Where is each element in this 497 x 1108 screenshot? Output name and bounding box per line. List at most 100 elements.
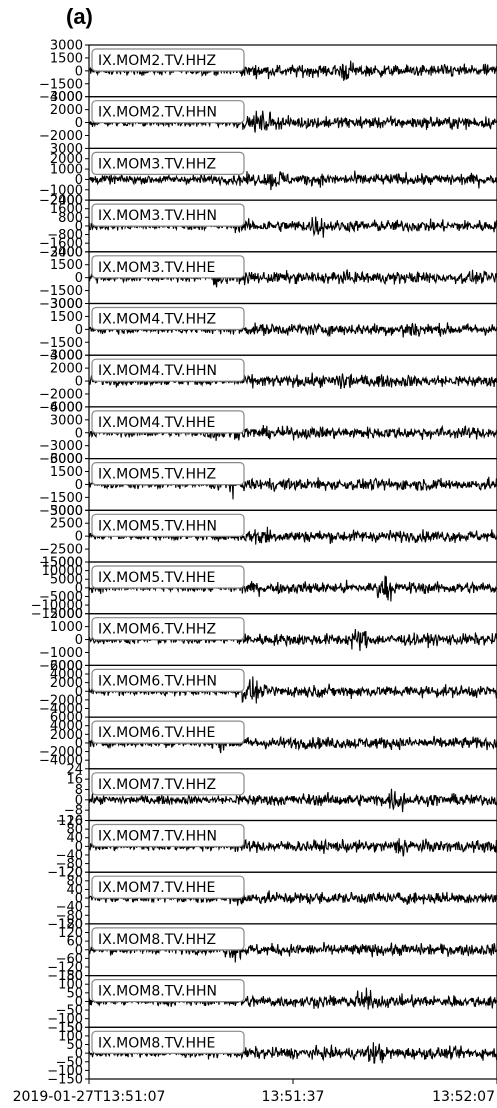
y-tick-label: 150 <box>58 1021 83 1036</box>
y-tick-label: 3000 <box>50 413 83 428</box>
station-label-box <box>91 255 245 279</box>
station-label-box <box>91 823 245 848</box>
y-tick-label: 0 <box>75 633 83 648</box>
y-tick-label: 0 <box>75 685 83 700</box>
station-label-box <box>91 668 245 693</box>
y-tick-label: −5000 <box>39 556 83 571</box>
station-label: IX.MOM5.TV.HHN <box>98 518 217 534</box>
y-tick-label: −1000 <box>39 183 83 198</box>
y-tick-label: −80 <box>56 909 83 924</box>
y-tick-label: −3000 <box>39 349 83 364</box>
y-tick-label: 4000 <box>50 349 83 364</box>
station-label-box <box>91 720 245 744</box>
y-tick-label: 3000 <box>50 142 83 157</box>
station-label: IX.MOM4.TV.HHE <box>98 415 215 431</box>
y-tick-label: −2400 <box>39 245 83 260</box>
y-tick-label: 50 <box>66 1038 83 1053</box>
y-tick-label: 40 <box>66 831 83 846</box>
y-tick-label: −15000 <box>31 607 83 622</box>
y-tick-label: 2000 <box>50 152 83 167</box>
y-tick-label: −100 <box>47 1012 83 1027</box>
y-tick-label: 4000 <box>50 668 83 683</box>
y-tick-label: −2500 <box>39 543 83 558</box>
y-tick-label: 120 <box>58 926 83 941</box>
y-tick-label: −1000 <box>39 646 83 661</box>
y-tick-label: 5000 <box>50 504 83 519</box>
y-tick-label: −50 <box>56 1004 83 1019</box>
y-tick-label: 24 <box>66 762 83 777</box>
station-label: IX.MOM7.TV.HHZ <box>98 777 216 793</box>
y-tick-label: 3000 <box>50 39 83 54</box>
y-tick-label: 60 <box>66 935 83 950</box>
y-tick-label: 0 <box>75 426 83 441</box>
station-label: IX.MOM8.TV.HHN <box>98 984 217 1000</box>
y-tick-label: −100 <box>47 1064 83 1079</box>
y-tick-label: −2000 <box>39 194 83 209</box>
y-tick-label: −3000 <box>39 504 83 519</box>
y-tick-label: 2000 <box>50 728 83 743</box>
y-tick-label: 0 <box>75 1047 83 1062</box>
station-label-box <box>91 772 245 796</box>
y-tick-label: 0 <box>75 581 83 596</box>
y-tick-label: 0 <box>75 736 83 751</box>
y-tick-label: 2000 <box>50 103 83 118</box>
y-tick-label: −1500 <box>39 77 83 92</box>
station-label-box <box>91 1030 245 1054</box>
station-label: IX.MOM7.TV.HHE <box>98 880 215 896</box>
y-tick-label: 1600 <box>50 202 83 217</box>
x-tick-label: 13:52:07 <box>432 1089 495 1105</box>
station-label-box <box>91 565 245 589</box>
y-tick-label: 2000 <box>50 676 83 691</box>
y-tick-label: −4000 <box>39 754 83 769</box>
y-tick-label: −2000 <box>39 129 83 144</box>
station-label-box <box>91 927 245 951</box>
y-tick-label: 50 <box>66 986 83 1001</box>
y-tick-label: 0 <box>75 995 83 1010</box>
station-label: IX.MOM3.TV.HHZ <box>98 156 216 172</box>
y-tick-label: −1500 <box>39 336 83 351</box>
y-tick-label: −5000 <box>39 590 83 605</box>
y-tick-label: 0 <box>75 219 83 234</box>
x-tick-label: 2019-01-27T13:51:07 <box>13 1089 166 1105</box>
y-tick-label: 1500 <box>50 51 83 66</box>
station-label: IX.MOM4.TV.HHN <box>98 363 217 379</box>
station-label: IX.MOM7.TV.HHN <box>98 829 217 845</box>
y-tick-label: 3000 <box>50 297 83 312</box>
y-tick-label: −60 <box>56 952 83 967</box>
y-tick-label: 0 <box>75 892 83 907</box>
panel-label: (a) <box>66 4 93 29</box>
station-label-box <box>91 513 245 537</box>
station-label-box <box>91 617 245 641</box>
station-label-box <box>91 151 245 175</box>
station-label-box <box>91 978 245 1003</box>
y-tick-label: −2000 <box>39 693 83 708</box>
station-label: IX.MOM8.TV.HHZ <box>98 932 216 948</box>
y-tick-label: 10000 <box>42 564 83 579</box>
station-label-box <box>91 358 245 382</box>
y-tick-label: 0 <box>75 271 83 286</box>
y-tick-label: 1000 <box>50 163 83 178</box>
station-label: IX.MOM4.TV.HHZ <box>98 312 216 328</box>
station-label: IX.MOM2.TV.HHZ <box>98 53 216 69</box>
y-tick-label: −40 <box>56 900 83 915</box>
y-tick-label: 0 <box>75 375 83 390</box>
y-tick-label: −180 <box>47 969 83 984</box>
y-tick-label: 120 <box>58 866 83 881</box>
y-tick-label: −3000 <box>39 90 83 105</box>
y-tick-label: 0 <box>75 530 83 545</box>
station-label: IX.MOM3.TV.HHE <box>98 260 215 276</box>
station-label-box <box>91 48 245 72</box>
y-tick-label: 180 <box>58 917 83 932</box>
y-tick-label: 2000 <box>50 362 83 377</box>
y-tick-label: −120 <box>47 866 83 881</box>
y-tick-label: 1500 <box>50 258 83 273</box>
y-tick-label: −80 <box>56 857 83 872</box>
y-tick-label: −4000 <box>39 702 83 717</box>
y-tick-label: 4000 <box>50 719 83 734</box>
station-label: IX.MOM6.TV.HHN <box>98 673 217 689</box>
y-tick-label: 150 <box>58 969 83 984</box>
y-tick-label: 16 <box>66 773 83 788</box>
y-tick-label: −16 <box>56 814 83 829</box>
station-label: IX.MOM8.TV.HHE <box>98 1035 215 1051</box>
station-label: IX.MOM5.TV.HHE <box>98 570 215 586</box>
